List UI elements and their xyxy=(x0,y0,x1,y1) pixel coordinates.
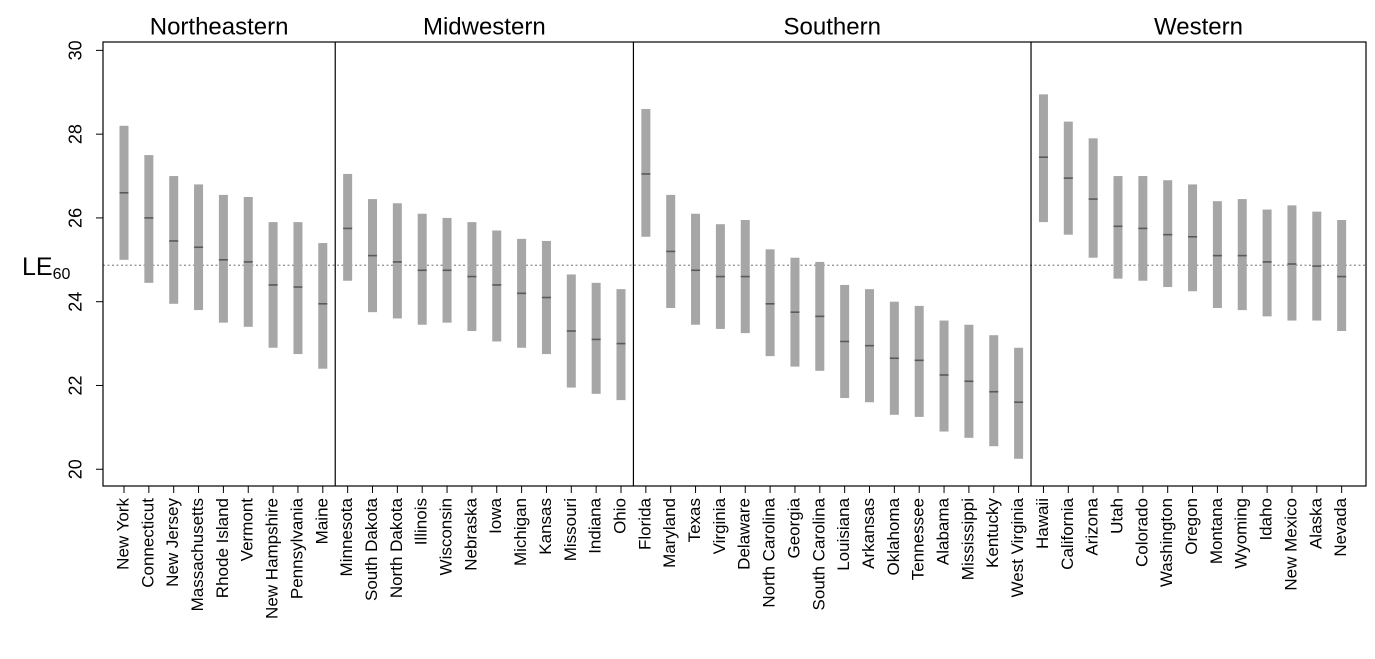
x-tick-label-georgia: Georgia xyxy=(784,497,803,558)
x-tick-label-colorado: Colorado xyxy=(1132,498,1151,567)
x-tick-label-new-hampshire: New Hampshire xyxy=(263,498,282,619)
interval-bar-wyoming xyxy=(1237,199,1247,311)
x-tick-label-idaho: Idaho xyxy=(1257,498,1276,541)
interval-bar-north-dakota xyxy=(392,203,402,319)
x-tick-label-connecticut: Connecticut xyxy=(138,498,157,588)
x-tick-label-arkansas: Arkansas xyxy=(859,498,878,569)
y-tick-label: 26 xyxy=(66,208,86,228)
interval-bar-alabama xyxy=(939,320,949,432)
interval-bar-indiana xyxy=(591,282,601,394)
x-tick-label-tennessee: Tennessee xyxy=(909,498,928,580)
x-tick-label-indiana: Indiana xyxy=(586,497,605,553)
x-tick-label-ohio: Ohio xyxy=(610,498,629,534)
x-tick-label-louisiana: Louisiana xyxy=(834,497,853,570)
interval-bar-new-jersey xyxy=(169,176,179,304)
x-axis-state-labels: New York Connecticut New Jersey Massachuset… xyxy=(113,486,1350,619)
interval-bar-idaho xyxy=(1262,209,1272,317)
interval-bar-arizona xyxy=(1088,138,1098,258)
panel-title-southern: Southern xyxy=(784,13,881,40)
x-tick-label-vermont: Vermont xyxy=(238,498,257,562)
x-tick-label-minnesota: Minnesota xyxy=(337,497,356,576)
x-tick-label-alabama: Alabama xyxy=(934,497,953,565)
x-tick-label-michigan: Michigan xyxy=(511,498,530,566)
interval-bar-north-carolina xyxy=(765,249,775,357)
interval-bar-kentucky xyxy=(989,335,999,447)
x-tick-label-kansas: Kansas xyxy=(536,498,555,555)
x-tick-label-west-virginia: West Virginia xyxy=(1008,497,1027,597)
plot-frame xyxy=(102,41,1367,487)
x-tick-label-maine: Maine xyxy=(312,498,331,544)
interval-bar-minnesota xyxy=(343,173,353,281)
x-tick-label-missouri: Missouri xyxy=(561,498,580,561)
interval-bar-pennsylvania xyxy=(293,222,303,355)
interval-bar-oregon xyxy=(1188,184,1198,292)
panel-title-midwestern: Midwestern xyxy=(423,13,546,40)
x-tick-label-massachusetts: Massachusetts xyxy=(188,498,207,611)
x-tick-label-california: California xyxy=(1058,497,1077,569)
panel-titles: Northeastern Midwestern Southern Western xyxy=(150,13,1243,40)
interval-bar-ohio xyxy=(616,289,626,401)
y-tick-label: 20 xyxy=(66,459,86,479)
x-tick-label-arizona: Arizona xyxy=(1083,497,1102,555)
panel-title-northeastern: Northeastern xyxy=(150,13,289,40)
interval-bar-utah xyxy=(1113,176,1123,279)
x-tick-label-iowa: Iowa xyxy=(486,497,505,533)
interval-bar-illinois xyxy=(417,213,427,325)
y-tick-label: 22 xyxy=(66,375,86,395)
x-tick-label-texas: Texas xyxy=(685,498,704,542)
x-tick-label-alaska: Alaska xyxy=(1306,497,1325,549)
x-tick-label-utah: Utah xyxy=(1107,498,1126,534)
x-tick-label-oregon: Oregon xyxy=(1182,498,1201,555)
x-tick-label-north-carolina: North Carolina xyxy=(760,497,779,607)
x-tick-label-south-dakota: South Dakota xyxy=(362,497,381,601)
interval-bar-connecticut xyxy=(144,155,154,283)
x-tick-label-new-jersey: New Jersey xyxy=(163,498,182,587)
x-tick-label-maryland: Maryland xyxy=(660,498,679,568)
x-tick-label-new-mexico: New Mexico xyxy=(1281,498,1300,591)
interval-bar-hawaii xyxy=(1038,94,1048,223)
x-tick-label-kentucky: Kentucky xyxy=(983,498,1002,568)
interval-bar-montana xyxy=(1212,201,1222,308)
interval-bars-layer xyxy=(119,94,1347,459)
y-tick-label: 24 xyxy=(66,292,86,312)
interval-bar-tennessee xyxy=(914,305,924,417)
interval-bar-iowa xyxy=(492,230,502,342)
x-tick-label-delaware: Delaware xyxy=(735,498,754,570)
x-tick-label-montana: Montana xyxy=(1207,497,1226,564)
y-tick-label: 30 xyxy=(66,40,86,60)
interval-bar-new-mexico xyxy=(1287,205,1297,321)
x-tick-label-florida: Florida xyxy=(635,497,654,550)
x-tick-label-south-carolina: South Carolina xyxy=(809,497,828,610)
interval-bar-washington xyxy=(1163,180,1173,288)
x-tick-label-wyoming: Wyoming xyxy=(1232,498,1251,569)
x-tick-label-pennsylvania: Pennsylvania xyxy=(287,497,306,599)
interval-bar-west-virginia xyxy=(1014,347,1024,459)
panel-title-western: Western xyxy=(1154,13,1243,40)
y-axis: 20 22 24 26 28 30 xyxy=(66,40,103,479)
interval-bar-maine xyxy=(318,243,328,369)
x-tick-label-wisconsin: Wisconsin xyxy=(437,498,456,575)
interval-bar-texas xyxy=(691,213,701,325)
x-tick-label-mississippi: Mississippi xyxy=(958,498,977,580)
interval-bar-nevada xyxy=(1337,220,1347,332)
x-tick-label-north-dakota: North Dakota xyxy=(387,497,406,598)
interval-bar-florida xyxy=(641,109,651,237)
x-tick-label-new-york: New York xyxy=(113,498,132,570)
y-tick-label: 28 xyxy=(66,124,86,144)
y-axis-label: LE60 xyxy=(22,253,70,284)
x-tick-label-nevada: Nevada xyxy=(1331,497,1350,556)
x-tick-label-illinois: Illinois xyxy=(412,498,431,545)
x-tick-label-rhode-island: Rhode Island xyxy=(213,498,232,598)
plot-frame-layer xyxy=(102,41,1367,487)
x-tick-label-hawaii: Hawaii xyxy=(1033,498,1052,549)
x-tick-label-virginia: Virginia xyxy=(710,497,729,554)
interval-bar-rhode-island xyxy=(218,194,228,323)
y-axis-label-subscript: 60 xyxy=(53,266,71,283)
x-tick-label-nebraska: Nebraska xyxy=(461,497,480,570)
x-tick-label-washington: Washington xyxy=(1157,498,1176,587)
x-tick-label-oklahoma: Oklahoma xyxy=(884,497,903,575)
